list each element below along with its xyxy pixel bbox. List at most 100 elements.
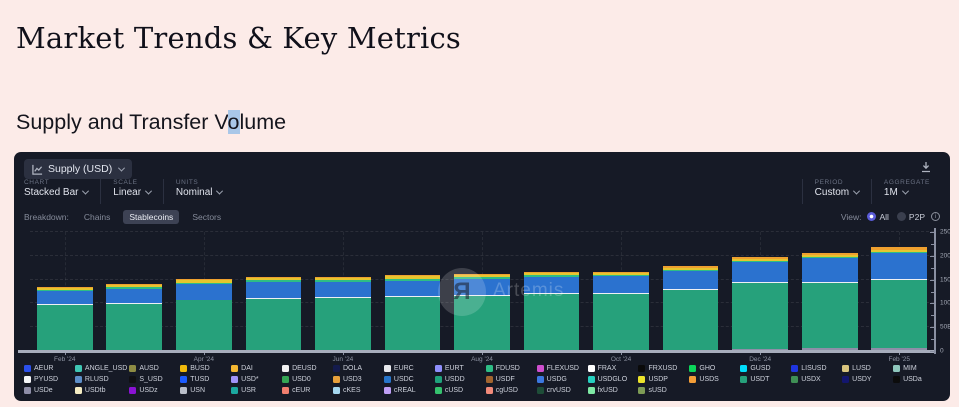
legend-item-usde[interactable]: USDe xyxy=(24,387,73,394)
legend-item-ckes[interactable]: cKES xyxy=(332,387,382,394)
info-icon[interactable]: i xyxy=(931,212,940,221)
bar-segment-usdc xyxy=(454,279,510,296)
bar-segment-usdc xyxy=(662,271,719,290)
legend-item-tusd[interactable]: TUSD xyxy=(180,376,229,383)
view-option-all[interactable]: All xyxy=(867,212,889,222)
legend-item-usdglo[interactable]: USDGLO xyxy=(587,376,637,383)
legend-item-usda[interactable]: USDa xyxy=(893,376,942,383)
legend-item-usd0[interactable]: USD0 xyxy=(282,376,331,383)
legend-item-ausd[interactable]: AUSD xyxy=(129,365,178,372)
legend-item-usd3[interactable]: USD3 xyxy=(332,376,382,383)
legend-item-gho[interactable]: GHO xyxy=(689,365,738,372)
legend-swatch xyxy=(638,387,646,394)
bar-segment-dai xyxy=(662,268,719,271)
x-axis-tick xyxy=(482,351,483,355)
legend-item-eurt[interactable]: EURT xyxy=(434,365,484,372)
legend-item-susd[interactable]: S_USD xyxy=(129,376,178,383)
legend-swatch xyxy=(791,376,799,383)
chart-widget: Supply (USD) CHART Stacked Bar SCALE Linea… xyxy=(14,152,950,401)
legend-item-rlusd[interactable]: RLUSD xyxy=(74,376,127,383)
legend-item-usdz[interactable]: USDz xyxy=(129,387,178,394)
legend-item-lisusd[interactable]: LISUSD xyxy=(791,365,840,372)
stacked-bar-jan25 xyxy=(801,232,858,351)
legend-item-usdt[interactable]: USDT xyxy=(740,376,789,383)
breakdown-tab-stablecoins[interactable]: Stablecoins xyxy=(123,209,180,224)
breakdown-tab-chains[interactable]: Chains xyxy=(83,211,111,222)
y-axis-tick xyxy=(931,339,936,341)
legend-item-usr[interactable]: USR xyxy=(231,387,280,394)
legend-item-fxusd[interactable]: fxUSD xyxy=(587,387,637,394)
legend-item-cusd[interactable]: cUSD xyxy=(434,387,484,394)
legend-swatch xyxy=(383,365,391,372)
bar-segment-usdc xyxy=(801,258,858,282)
legend-item-fdusd[interactable]: FDUSD xyxy=(485,365,535,372)
download-button[interactable] xyxy=(918,160,934,176)
legend-item-usdtb[interactable]: USDtb xyxy=(74,387,127,394)
legend-swatch xyxy=(485,387,493,394)
control-dropdown-units[interactable]: UNITS Nominal xyxy=(162,179,234,204)
chevron-down-icon xyxy=(118,164,126,172)
metric-selector-button[interactable]: Supply (USD) xyxy=(24,159,133,179)
legend-item-usdp[interactable]: USDP xyxy=(638,376,687,383)
legend-item-flexusd[interactable]: FLEXUSD xyxy=(536,365,586,372)
x-axis-label: Dec '24 xyxy=(749,356,772,363)
legend-item-usn[interactable]: USN xyxy=(180,387,229,394)
bar-segment-fdusd xyxy=(732,261,788,262)
legend-item-frax[interactable]: FRAX xyxy=(587,365,637,372)
legend-item-usdg[interactable]: USDG xyxy=(536,376,586,383)
legend-item-aeur[interactable]: AEUR xyxy=(24,365,73,372)
legend-item-ceur[interactable]: cEUR xyxy=(282,387,331,394)
legend-swatch xyxy=(638,376,646,383)
bar-segment-fdusd xyxy=(176,282,232,285)
legend-item-dola[interactable]: DOLA xyxy=(332,365,382,372)
bar-segment-dai xyxy=(176,280,232,283)
legend-item-dai[interactable]: DAI xyxy=(231,365,280,372)
bar-segment-usds xyxy=(106,284,163,285)
chevron-down-icon xyxy=(901,187,909,195)
control-dropdown-period[interactable]: PERIOD Custom xyxy=(801,179,871,204)
legend-item-crvusd[interactable]: crvUSD xyxy=(536,387,586,394)
breakdown-tab-sectors[interactable]: Sectors xyxy=(192,211,222,222)
page-title: Market Trends & Key Metrics xyxy=(16,21,462,56)
legend-item-deusd[interactable]: DEUSD xyxy=(282,365,331,372)
legend-item-lusd[interactable]: LUSD xyxy=(842,365,891,372)
x-axis-label: Aug '24 xyxy=(471,356,493,363)
legend-item-usdc[interactable]: USDC xyxy=(383,376,433,383)
bar-segment-usds xyxy=(384,275,441,277)
legend-item-usds[interactable]: USDS xyxy=(689,376,738,383)
legend-item-busd[interactable]: BUSD xyxy=(180,365,229,372)
legend-swatch xyxy=(383,376,391,383)
view-option-p2p[interactable]: P2P xyxy=(896,212,925,222)
y-axis-tick xyxy=(931,243,936,245)
artemis-logo-watermark: Я xyxy=(438,268,486,316)
legend-item-usdf[interactable]: USDF xyxy=(485,376,535,383)
bar-segment-usds xyxy=(662,266,719,269)
legend-item-susd[interactable]: sUSD xyxy=(638,387,687,394)
bar-segment-usdt xyxy=(454,295,510,350)
legend-item-cgusd[interactable]: cgUSD xyxy=(485,387,535,394)
legend-item-creal[interactable]: cREAL xyxy=(383,387,433,394)
control-dropdown-scale[interactable]: SCALE Linear xyxy=(100,179,163,204)
bar-segment-usde xyxy=(871,348,928,351)
stacked-bar-jul24 xyxy=(384,232,441,351)
legend-item-usdx[interactable]: USDX xyxy=(791,376,840,383)
legend-swatch xyxy=(24,387,31,394)
bar-segment-usde xyxy=(732,348,788,351)
legend-item-usdy[interactable]: USDY xyxy=(842,376,891,383)
legend-item-frxusd[interactable]: FRXUSD xyxy=(638,365,687,372)
legend-item-mim[interactable]: MIM xyxy=(893,365,942,372)
legend-item-eurc[interactable]: EURC xyxy=(383,365,433,372)
bar-segment-usdt xyxy=(662,289,719,350)
legend-swatch xyxy=(129,365,137,372)
bar-segment-pyusd xyxy=(523,293,580,294)
control-dropdown-chart[interactable]: CHART Stacked Bar xyxy=(24,179,100,204)
legend-swatch xyxy=(231,376,239,383)
legend-item-pyusd[interactable]: PYUSD xyxy=(24,376,73,383)
view-options: All P2P xyxy=(867,212,925,222)
legend-item-gusd[interactable]: GUSD xyxy=(740,365,789,372)
legend-item-usd[interactable]: USD* xyxy=(231,376,280,383)
bar-segment-dai xyxy=(384,276,441,279)
legend-item-angleusd[interactable]: ANGLE_USD xyxy=(74,365,127,372)
control-dropdown-aggregate[interactable]: AGGREGATE 1M xyxy=(870,179,942,204)
legend-item-usdd[interactable]: USDD xyxy=(434,376,484,383)
